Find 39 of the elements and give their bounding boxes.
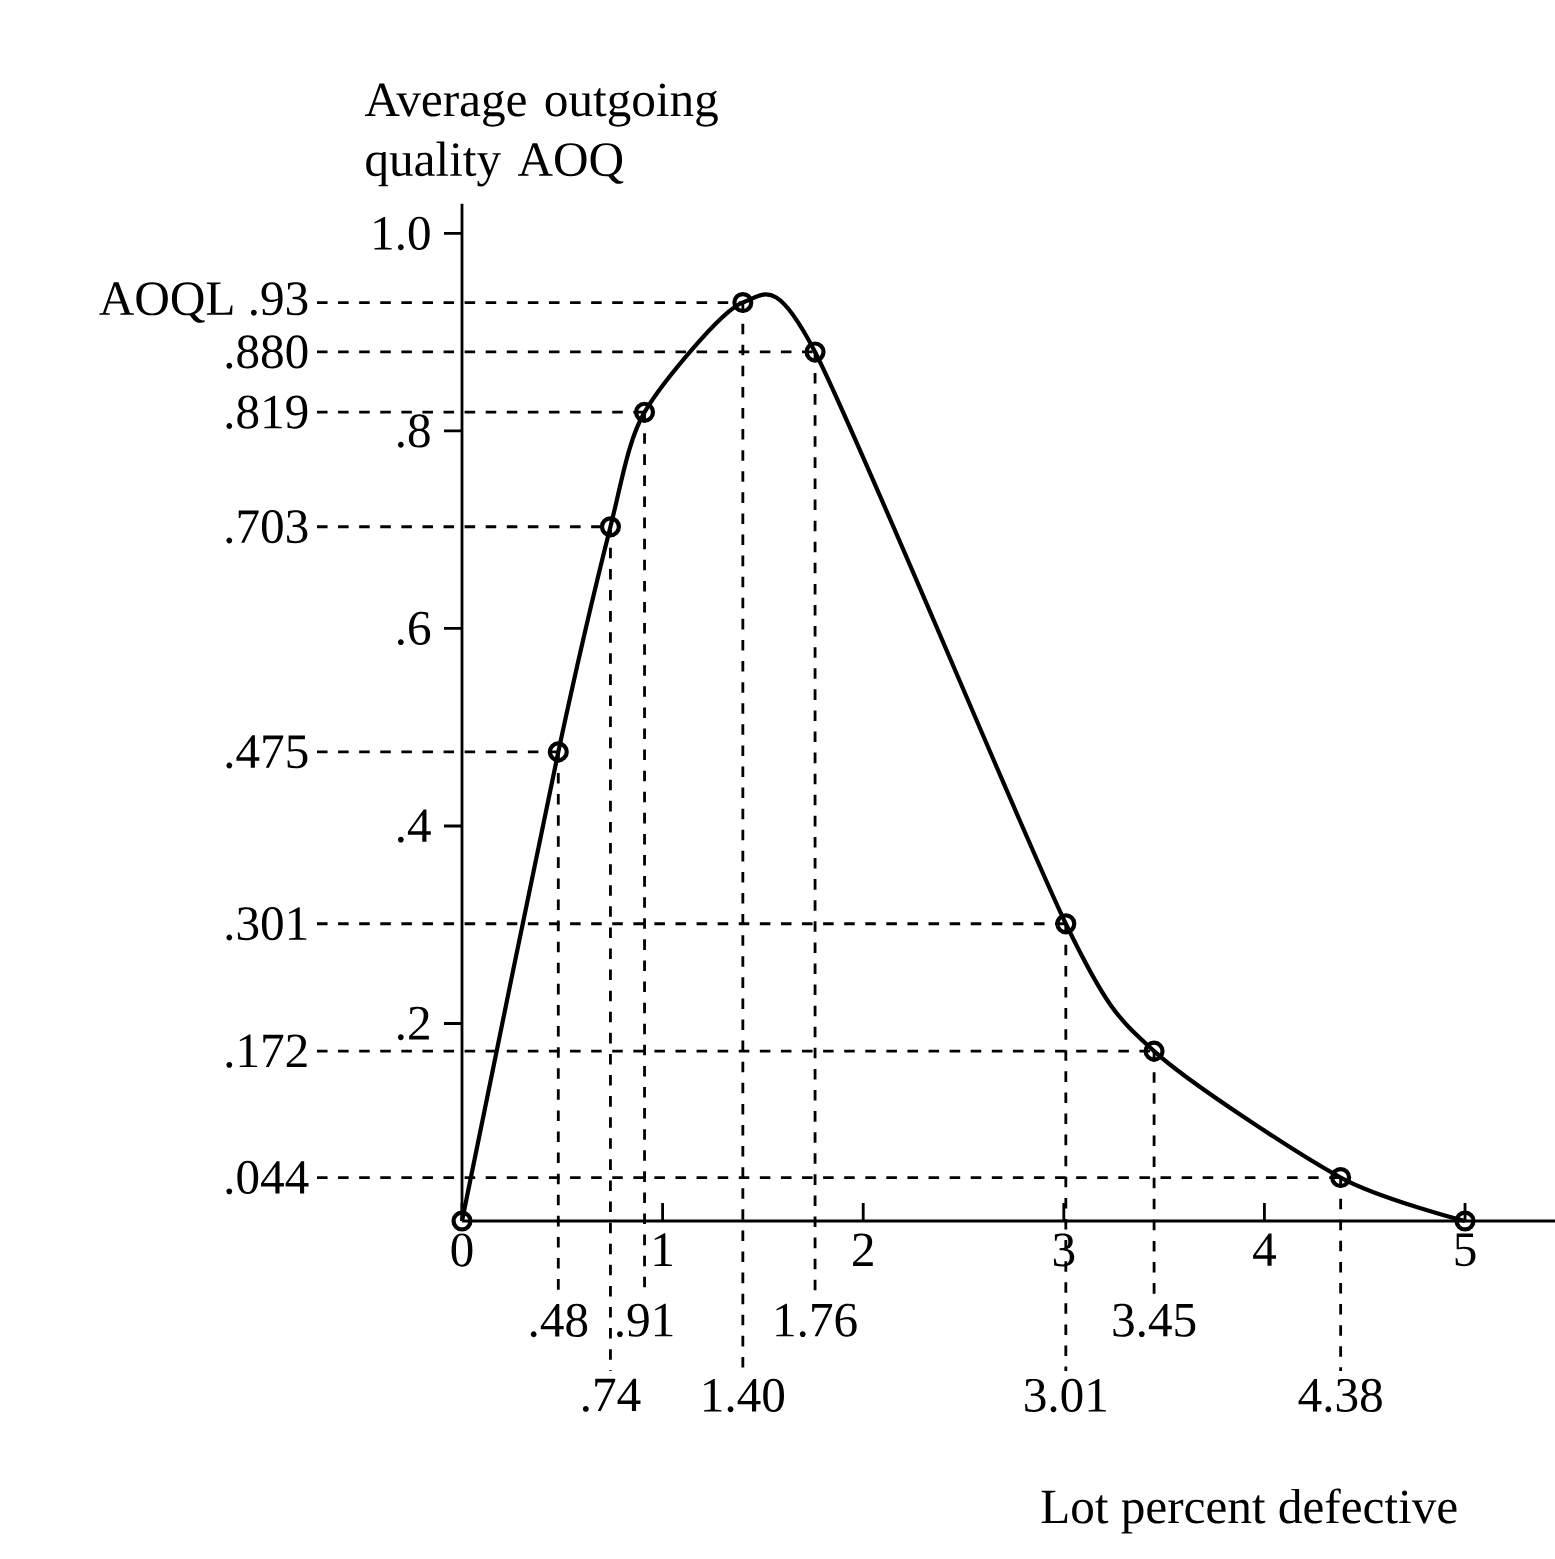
ref-line-label: 3.45 (1113, 1303, 1196, 1338)
y-tick-label: .6 (397, 611, 431, 646)
point (804, 341, 826, 363)
x-axis-title: Lot percent defective (1041, 1488, 1457, 1534)
x-tick-label: 2 (853, 1233, 873, 1266)
point (1454, 1210, 1476, 1232)
ref-line-label: .301 (226, 907, 307, 941)
ref-line-label: 1.76 (776, 1303, 857, 1338)
y-tick-label: .8 (397, 414, 430, 448)
ref-line-label: .044 (226, 1160, 309, 1195)
ref-line-label: 4.38 (1298, 1378, 1382, 1413)
ref-line-label: AOQL .93 (99, 282, 308, 323)
point (547, 741, 569, 763)
x-tick-label: 4 (1253, 1233, 1276, 1266)
x-tick-label: 0 (451, 1233, 473, 1267)
point (599, 516, 621, 538)
point (1055, 913, 1077, 935)
ref-line-label: .475 (226, 735, 308, 769)
y-tick-label: 1.0 (374, 216, 430, 251)
ref-line-label: .48 (530, 1303, 588, 1338)
ref-line-label: .91 (617, 1303, 673, 1338)
y-tick-label: .4 (397, 809, 431, 843)
ref-line-label: .819 (226, 395, 308, 429)
point (634, 401, 656, 423)
point (451, 1210, 473, 1232)
ref-line-label: 3.01 (1025, 1378, 1106, 1413)
ref-line-label: .880 (226, 335, 308, 369)
ref-line-label: .703 (226, 510, 308, 544)
y-tick-label: .2 (397, 1006, 429, 1041)
point (1330, 1167, 1352, 1189)
ref-line-label: .74 (582, 1378, 641, 1412)
y-axis-title: Average outgoing quality AOQ (364, 83, 718, 187)
ref-line-label: .172 (226, 1034, 307, 1068)
point (1143, 1040, 1165, 1062)
x-tick-label: 3 (1053, 1233, 1075, 1267)
ref-line-label: 1.40 (704, 1378, 785, 1413)
x-tick-label: 5 (1455, 1233, 1476, 1267)
x-tick-label: 1 (654, 1233, 672, 1266)
point (732, 292, 754, 314)
